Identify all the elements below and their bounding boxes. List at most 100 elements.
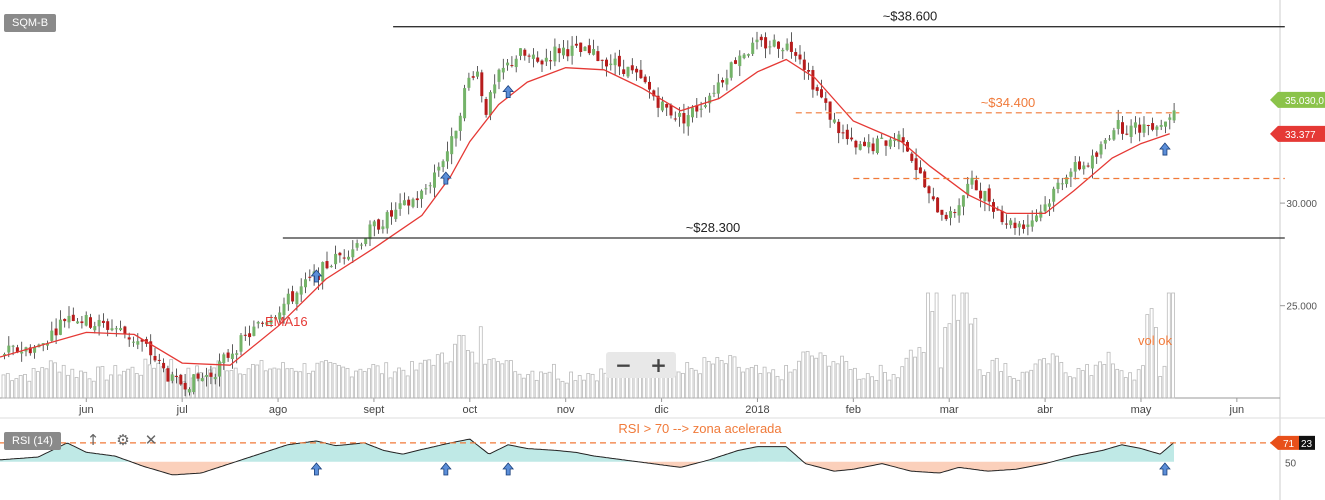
candle [514, 58, 518, 68]
candle [622, 69, 626, 74]
candle [179, 374, 183, 385]
volume-bar [195, 365, 199, 399]
rsi-fill [350, 444, 352, 462]
zoom-out-button[interactable]: − [615, 353, 632, 377]
candle [295, 292, 299, 305]
candle [527, 55, 531, 57]
rsi-fill [574, 452, 576, 462]
rsi-fill [312, 441, 314, 462]
rsi-fill [536, 449, 538, 462]
rsi-fill [604, 457, 606, 462]
zoom-in-button[interactable]: + [650, 353, 667, 377]
rsi-fill [160, 461, 162, 472]
rsi-fill [1138, 447, 1140, 462]
candle [273, 316, 277, 319]
rsi-fill [1124, 445, 1126, 462]
rsi-fill [986, 461, 988, 472]
rsi-fill [1150, 451, 1152, 462]
buy-signal-arrow [439, 171, 452, 185]
candle [721, 80, 725, 83]
candle [927, 186, 931, 194]
rsi-fill [686, 461, 688, 466]
rsi-fill [220, 461, 222, 467]
candle [617, 55, 621, 67]
volume-bar [306, 372, 311, 399]
candle [1159, 125, 1163, 127]
candle [781, 49, 785, 52]
rsi-fill [1134, 447, 1136, 462]
rsi-fill [926, 461, 928, 473]
rsi-fill [278, 447, 280, 462]
buy-signal-arrow [502, 84, 515, 98]
candle [562, 47, 565, 56]
volume-bar [349, 376, 354, 399]
rsi-fill [716, 457, 718, 462]
volume-bar [392, 371, 397, 399]
candle [832, 119, 836, 123]
last-price-label: 35.030,0 [1285, 96, 1324, 107]
rsi-fill [738, 450, 740, 462]
symbol-tag[interactable]: SQM-B [4, 14, 57, 32]
candle [1099, 144, 1103, 155]
rsi-fill [1022, 461, 1024, 469]
ema16-label: EMA16 [265, 314, 308, 329]
arrow-up-icon[interactable]: ↑ [86, 431, 100, 449]
rsi-fill [142, 461, 144, 467]
rsi-fill [1074, 455, 1076, 462]
candle [162, 362, 166, 369]
rsi-fill [286, 444, 288, 462]
rsi-fill [284, 445, 286, 462]
rsi-fill [924, 461, 926, 473]
rsi-fill [678, 461, 680, 468]
rsi-indicator-tag[interactable]: RSI (14) [4, 432, 61, 450]
volume-bar [715, 357, 720, 399]
rsi-fill [870, 461, 872, 466]
rsi-fill [36, 457, 38, 462]
candle [936, 197, 940, 213]
rsi-fill [328, 443, 330, 462]
volume-bar [534, 379, 539, 399]
buy-signal-arrow [310, 462, 323, 476]
volume-bar [18, 375, 23, 399]
x-tick-label: may [1131, 404, 1152, 416]
rsi-fill [824, 461, 826, 470]
candle [549, 60, 553, 62]
volume-bar [547, 371, 552, 399]
candle [347, 256, 350, 260]
rsi-fill [62, 444, 64, 462]
volume-bar [1162, 365, 1167, 399]
rsi-fill [674, 461, 676, 467]
rsi-fill [970, 461, 972, 470]
candle [734, 60, 737, 64]
rsi-fill [326, 443, 328, 462]
candle [136, 341, 140, 345]
close-icon[interactable]: ✕ [144, 431, 158, 449]
rsi-fill [332, 444, 334, 462]
rsi-fill [894, 461, 896, 468]
volume-bar [1063, 372, 1068, 399]
gear-icon[interactable]: ⚙ [116, 431, 130, 449]
volume-bar [225, 370, 230, 399]
rsi-fill [492, 451, 494, 462]
candle [897, 134, 901, 142]
rsi-fill [6, 459, 8, 462]
volume-bar [113, 365, 118, 399]
rsi-fill [470, 439, 472, 462]
candle [691, 107, 694, 118]
candle [1112, 130, 1116, 140]
volume-bar [1068, 376, 1072, 399]
rsi-fill [360, 443, 362, 462]
candle [678, 112, 682, 117]
candle [1082, 165, 1086, 170]
rsi-fill [1086, 453, 1088, 462]
candle [304, 279, 307, 288]
rsi-fill [184, 461, 186, 475]
volume-bar [207, 369, 212, 399]
volume-bar [775, 375, 780, 399]
rsi-fill [1142, 448, 1144, 462]
volume-bar [1003, 363, 1008, 399]
volume-bar [870, 376, 874, 399]
rsi-fill [76, 447, 78, 462]
rsi-fill [830, 461, 832, 471]
